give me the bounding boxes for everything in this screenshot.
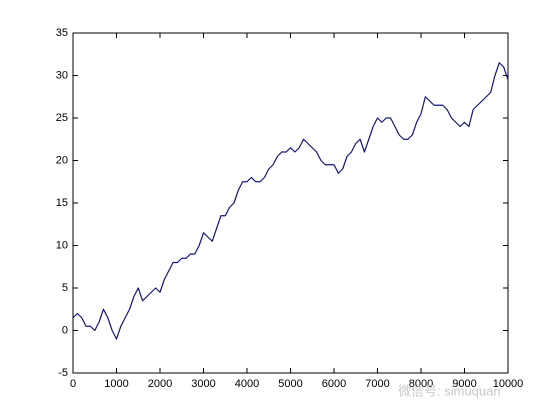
plot-frame <box>72 32 509 374</box>
y-tick-label: 35 <box>56 27 68 39</box>
data-line <box>72 62 509 340</box>
x-tick-label: 1000 <box>104 378 128 390</box>
y-tick-label: 25 <box>56 112 68 124</box>
y-tick-label: 5 <box>62 282 68 294</box>
y-tick-label: -5 <box>58 367 68 379</box>
y-tick-label: 0 <box>62 324 68 336</box>
x-tick-label: 0 <box>70 378 76 390</box>
y-tick-label: 20 <box>56 154 68 166</box>
x-tick-label: 8000 <box>409 378 433 390</box>
x-tick-label: 7000 <box>365 378 389 390</box>
y-tick-label: 15 <box>56 197 68 209</box>
x-tick-label: 6000 <box>322 378 346 390</box>
x-tick-label: 5000 <box>278 378 302 390</box>
x-tick-label: 9000 <box>452 378 476 390</box>
y-tick-label: 10 <box>56 239 68 251</box>
watermark: 微信号: simuquan <box>398 383 501 398</box>
y-tick-label: 30 <box>56 69 68 81</box>
x-tick-label: 3000 <box>191 378 215 390</box>
x-tick-label: 4000 <box>235 378 259 390</box>
x-tick-label: 2000 <box>148 378 172 390</box>
x-tick-label: 10000 <box>493 378 524 390</box>
